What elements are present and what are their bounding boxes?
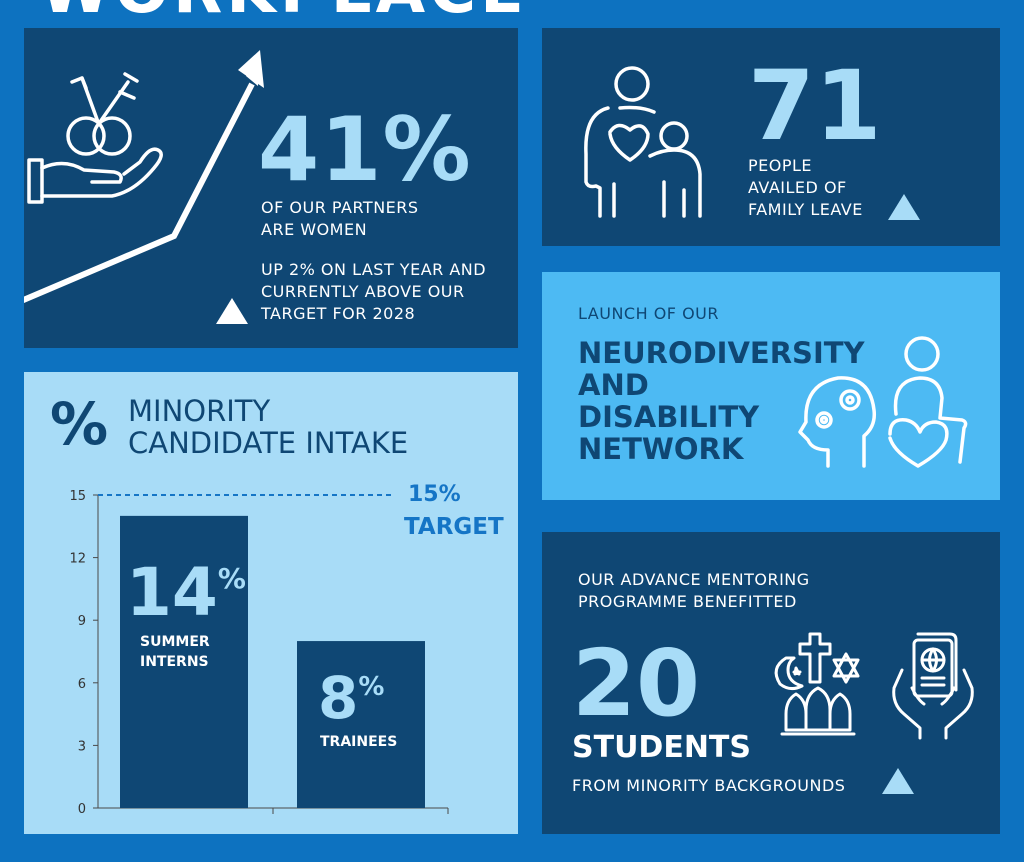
bar1-label2: INTERNS: [140, 654, 209, 670]
y-tick-label: 3: [78, 739, 86, 754]
network-line3: DISABILITY: [578, 400, 760, 434]
mentoring-label: STUDENTS: [572, 730, 752, 765]
target-label: TARGET: [404, 514, 504, 540]
network-line4: NETWORK: [578, 432, 744, 466]
family-line2: AVAILED OF: [748, 178, 847, 197]
y-tick-label: 12: [69, 552, 86, 567]
mentoring-line2: PROGRAMME BENEFITTED: [578, 592, 797, 611]
family-line1: PEOPLE: [748, 156, 813, 175]
partners-line2: ARE WOMEN: [261, 220, 368, 239]
partners-panel: 41% OF OUR PARTNERS ARE WOMEN UP 2% ON L…: [24, 28, 518, 348]
mentoring-panel: OUR ADVANCE MENTORING PROGRAMME BENEFITT…: [542, 532, 1000, 834]
wheelchair-heart-icon: [888, 336, 968, 468]
bar2-label: TRAINEES: [320, 734, 398, 750]
percent-symbol: %: [50, 390, 109, 458]
target-value: 15%: [408, 482, 461, 507]
network-panel: LAUNCH OF OUR NEURODIVERSITY AND DISABIL…: [542, 272, 1000, 500]
rising-arrow-icon: [24, 50, 264, 304]
intake-bar-chart: 0 3 6 9 12 15: [69, 489, 449, 817]
bar1-value: 14%: [126, 554, 246, 631]
bar2-value: 8%: [318, 664, 385, 732]
intake-title2: CANDIDATE INTAKE: [128, 426, 409, 460]
passport-hands-icon: [892, 632, 974, 740]
mentoring-line1: OUR ADVANCE MENTORING: [578, 570, 810, 589]
intake-title1: MINORITY: [128, 394, 271, 428]
bar-2: [297, 641, 425, 808]
religion-symbols-icon: [774, 632, 860, 736]
up-triangle-icon: [888, 194, 920, 220]
network-pre: LAUNCH OF OUR: [578, 304, 719, 323]
y-tick-label: 0: [78, 802, 86, 817]
mentoring-sub: FROM MINORITY BACKGROUNDS: [572, 776, 846, 795]
intake-panel: % MINORITY CANDIDATE INTAKE 0 3 6 9 12 15 15%…: [24, 372, 518, 834]
family-line3: FAMILY LEAVE: [748, 200, 863, 219]
partners-stat: 41%: [258, 98, 472, 201]
up-triangle-icon: [216, 298, 248, 324]
partners-line1: OF OUR PARTNERS: [261, 198, 419, 217]
page-title: WORKPLACE: [40, 0, 528, 28]
neurodiversity-head-icon: [798, 376, 877, 468]
up-triangle-icon: [882, 768, 914, 794]
y-tick-label: 15: [69, 489, 86, 504]
y-tick-label: 6: [78, 677, 86, 692]
partners-note2: CURRENTLY ABOVE OUR: [261, 282, 465, 301]
partners-note3: TARGET FOR 2028: [261, 304, 416, 323]
bar-1: [120, 515, 248, 808]
network-line2: AND: [578, 368, 649, 402]
mentoring-stat: 20: [572, 630, 701, 737]
family-leave-panel: 71 PEOPLE AVAILED OF FAMILY LEAVE: [542, 28, 1000, 246]
family-stat: 71: [748, 50, 882, 162]
y-tick-label: 9: [78, 614, 86, 629]
partners-note1: UP 2% ON LAST YEAR AND: [261, 260, 487, 279]
network-line1: NEURODIVERSITY: [578, 336, 865, 370]
parent-child-icon: [584, 66, 702, 218]
bar1-label1: SUMMER: [140, 634, 210, 650]
gender-equality-hand-icon: [27, 72, 163, 204]
